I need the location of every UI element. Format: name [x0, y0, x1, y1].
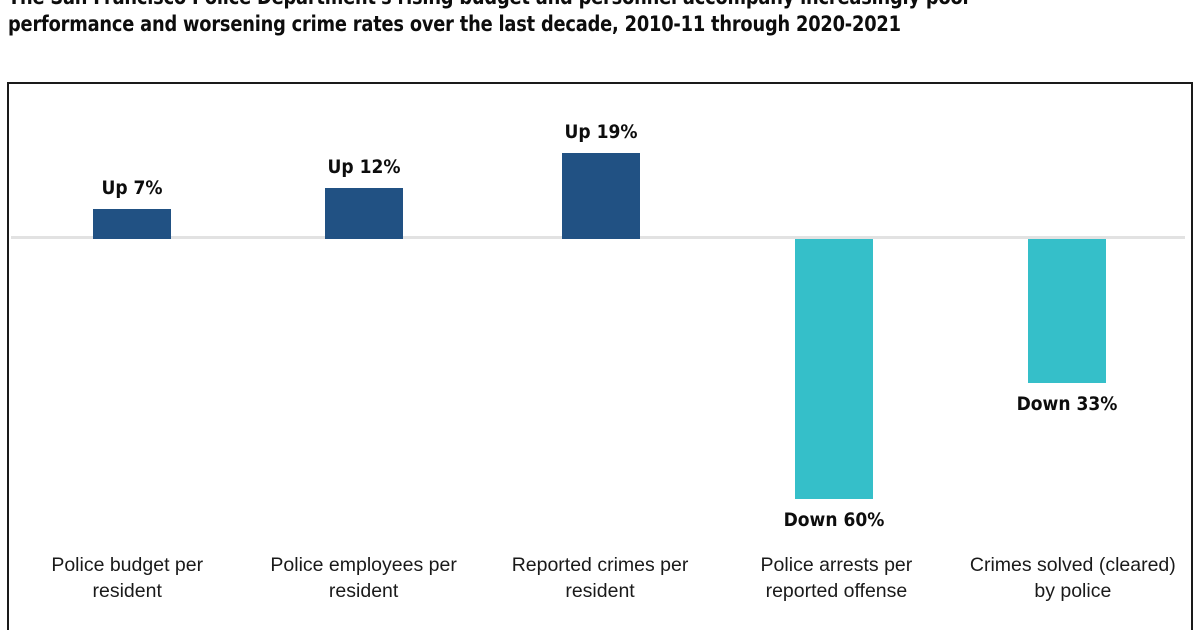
bar-label-police-arrests-per-reported-offense: Down 60% — [783, 509, 885, 531]
category-axis-labels: Police budget per resident Police employ… — [9, 552, 1191, 630]
category-label-police-employees-per-resident: Police employees per resident — [245, 552, 481, 630]
bar-label-police-budget-per-resident: Up 7% — [101, 177, 163, 199]
chart-title-line-1: The San Francisco Police Department's ri… — [8, 0, 1098, 11]
chart-title-line-2: performance and worsening crime rates ov… — [8, 12, 901, 37]
plot-area: Up 7% Up 12% Up 19% Down 60% Down 33% — [9, 84, 1191, 544]
category-label-line-1: Reported crimes per — [511, 554, 689, 576]
chart-title: The San Francisco Police Department's ri… — [8, 0, 1193, 38]
category-label-line-2: by police — [1034, 580, 1112, 602]
category-label-police-arrests-per-reported-offense: Police arrests per reported offense — [718, 552, 954, 630]
category-label-line-2: resident — [328, 580, 399, 602]
bar-label-crimes-solved-by-police: Down 33% — [1016, 393, 1118, 415]
category-label-line-2: resident — [565, 580, 635, 602]
bar-label-police-employees-per-resident: Up 12% — [327, 156, 401, 178]
category-label-police-budget-per-resident: Police budget per resident — [9, 552, 245, 630]
bar-crimes-solved-by-police — [1028, 239, 1106, 383]
bar-police-budget-per-resident — [93, 209, 171, 239]
category-label-line-1: Crimes solved (cleared) — [969, 554, 1176, 576]
bar-police-arrests-per-reported-offense — [795, 239, 873, 499]
bar-police-employees-per-resident — [325, 188, 403, 239]
category-label-line-2: reported offense — [765, 580, 908, 602]
bar-label-reported-crimes-per-resident: Up 19% — [564, 121, 638, 143]
category-label-line-1: Police arrests per — [760, 554, 913, 576]
category-label-crimes-solved-by-police: Crimes solved (cleared) by police — [955, 552, 1191, 630]
category-label-line-2: resident — [92, 580, 162, 602]
category-label-line-1: Police employees per — [270, 554, 457, 576]
category-label-line-1: Police budget per — [51, 554, 204, 576]
bar-reported-crimes-per-resident — [562, 153, 640, 239]
category-label-reported-crimes-per-resident: Reported crimes per resident — [482, 552, 718, 630]
